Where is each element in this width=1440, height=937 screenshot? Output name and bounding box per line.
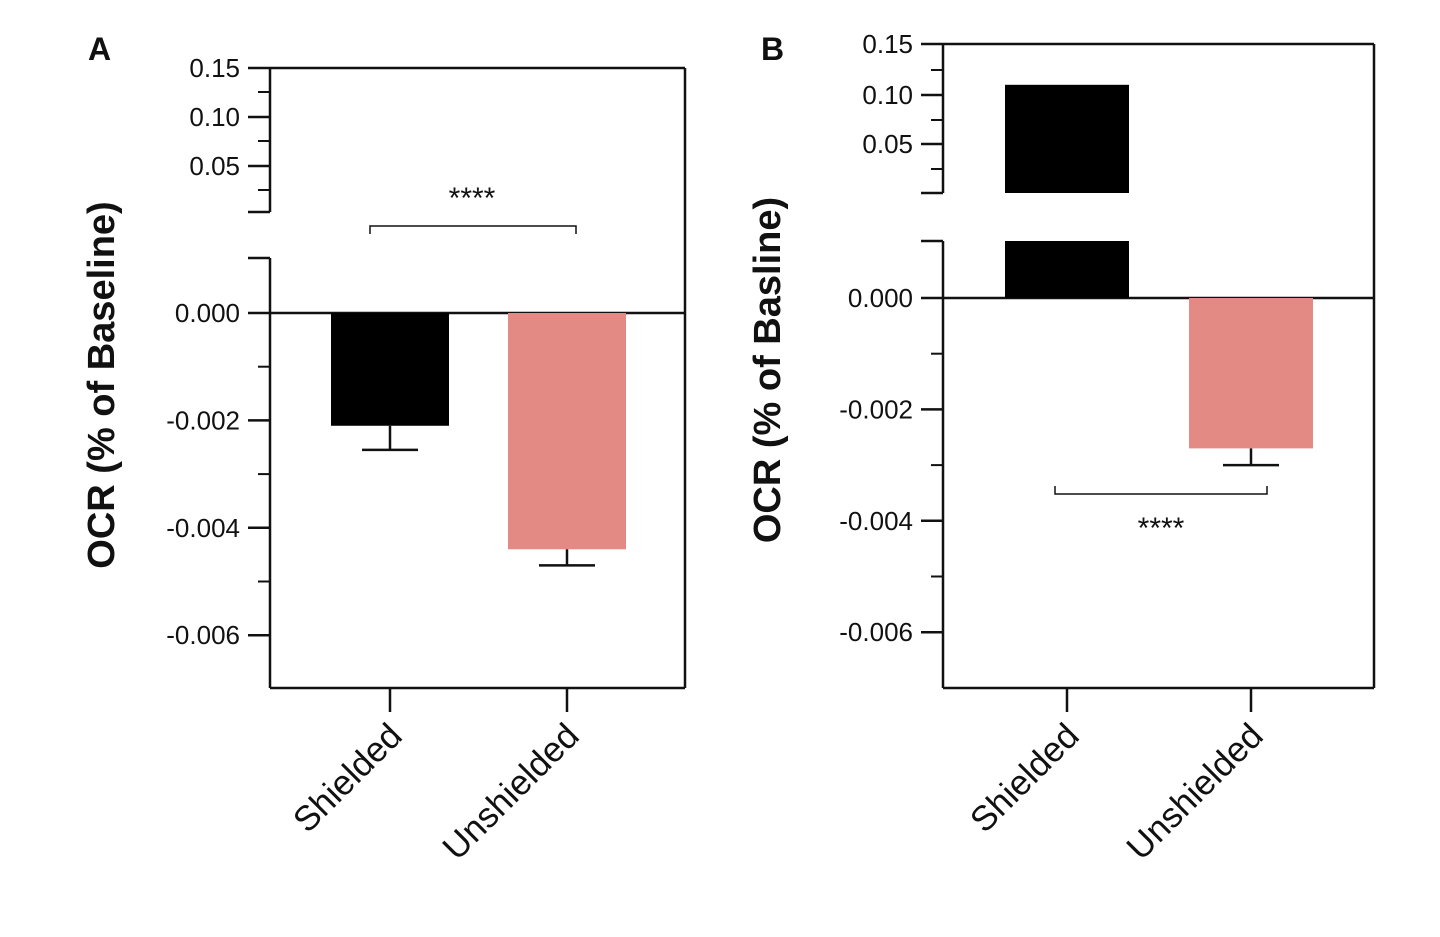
y-tick-label-upper: 0.15 xyxy=(189,53,240,83)
y-tick-label-upper: 0.10 xyxy=(189,102,240,132)
panel-b-significance-label: **** xyxy=(1138,512,1185,545)
significance-bracket xyxy=(1054,486,1268,495)
panel-a: A OCR (% of Baseline) 0.15 0.10 0.05 0.000 -… xyxy=(81,31,687,867)
panel-a-label: A xyxy=(88,31,111,67)
x-tick-label-unshielded: Unshielded xyxy=(1119,716,1270,867)
panel-a-bars xyxy=(331,313,626,567)
panel-b-label: B xyxy=(761,31,784,67)
panel-a-y-axis-label: OCR (% of Baseline) xyxy=(81,201,123,568)
y-tick-label-lower: -0.002 xyxy=(839,394,913,424)
panel-b: B OCR (% of Basline) 0.15 0.10 0.05 0.000 -0… xyxy=(747,29,1376,867)
panel-b-significance: **** xyxy=(1054,486,1268,545)
y-tick-label-upper: 0.10 xyxy=(862,80,913,110)
y-tick-label-upper: 0.05 xyxy=(189,151,240,181)
x-tick-label-shielded: Shielded xyxy=(286,716,410,840)
panel-a-significance-label: **** xyxy=(449,182,496,215)
x-tick-label-unshielded: Unshielded xyxy=(435,716,586,867)
bar-unshielded xyxy=(508,313,626,550)
y-tick-label-lower: -0.004 xyxy=(839,506,913,536)
y-tick-label-lower: -0.004 xyxy=(166,513,240,543)
significance-bracket xyxy=(369,225,577,234)
y-tick-label-upper: 0.05 xyxy=(862,129,913,159)
x-tick-label-shielded: Shielded xyxy=(963,716,1087,840)
panel-a-significance: **** xyxy=(369,182,577,234)
y-tick-label-lower: -0.002 xyxy=(166,405,240,435)
y-tick-label-upper: 0.15 xyxy=(862,29,913,59)
panel-b-bars xyxy=(1005,84,1313,467)
y-tick-label-lower: -0.006 xyxy=(839,617,913,647)
y-tick-label-lower: 0.000 xyxy=(175,298,240,328)
y-tick-label-lower: 0.000 xyxy=(848,283,913,313)
panel-b-y-axis-label: OCR (% of Basline) xyxy=(747,197,789,543)
bar-shielded-lower xyxy=(1005,241,1129,298)
bar-shielded-upper xyxy=(1005,84,1129,193)
y-tick-label-lower: -0.006 xyxy=(166,620,240,650)
bar-unshielded xyxy=(1189,298,1313,449)
bar-shielded xyxy=(331,313,449,426)
